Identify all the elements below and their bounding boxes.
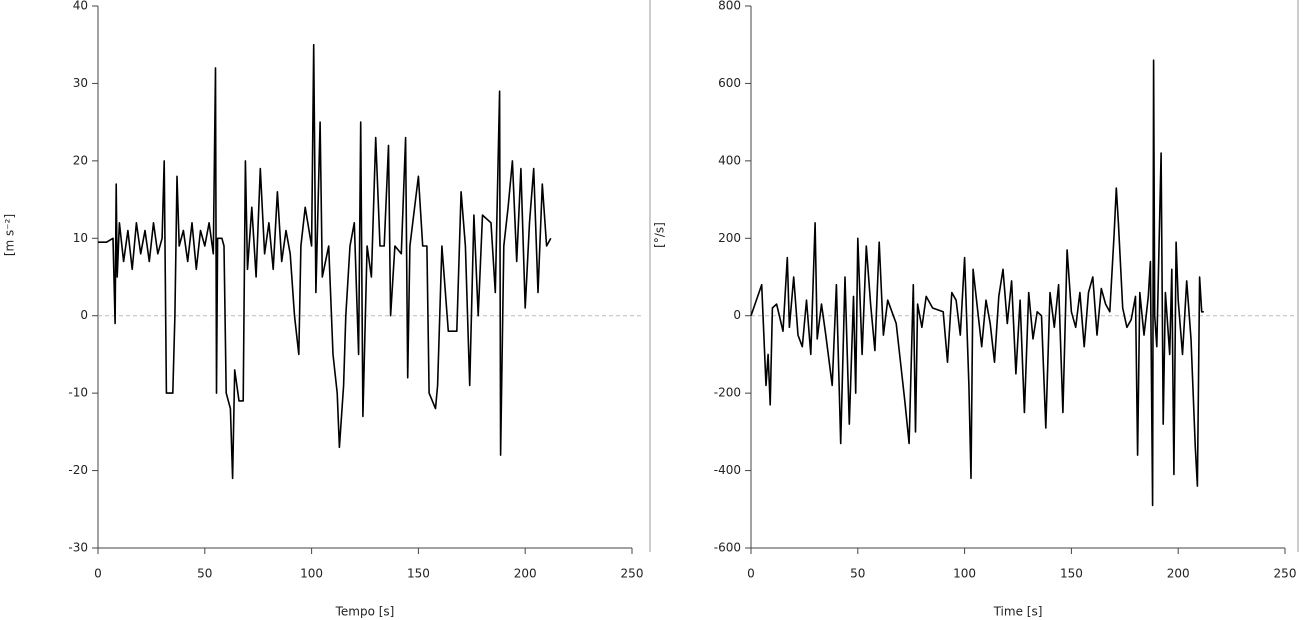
data-line xyxy=(98,43,552,480)
y-axis-label: [m s⁻²] xyxy=(3,214,17,256)
x-tick-label: 150 xyxy=(1060,567,1083,581)
x-tick-label: 200 xyxy=(1167,567,1190,581)
x-axis-label: Time [s] xyxy=(993,605,1043,619)
y-tick-label: 800 xyxy=(718,0,741,13)
x-tick-label: 50 xyxy=(850,567,865,581)
y-tick-label: 10 xyxy=(73,231,88,245)
y-tick-label: 200 xyxy=(718,231,741,245)
y-tick-label: -400 xyxy=(714,463,741,477)
x-tick-label: 150 xyxy=(407,567,430,581)
y-tick-label: 600 xyxy=(718,76,741,90)
x-tick-label: 250 xyxy=(1274,567,1297,581)
y-tick-label: -30 xyxy=(68,541,88,555)
y-tick-label: 40 xyxy=(73,0,88,13)
x-tick-label: 50 xyxy=(197,567,212,581)
y-tick-label: 0 xyxy=(733,308,741,322)
y-tick-label: -20 xyxy=(68,463,88,477)
y-tick-label: 20 xyxy=(73,153,88,167)
y-tick-label: 400 xyxy=(718,153,741,167)
data-line xyxy=(750,59,1204,507)
y-tick-label: -10 xyxy=(68,386,88,400)
y-tick-label: 30 xyxy=(73,76,88,90)
y-tick-label: -600 xyxy=(714,541,741,555)
x-tick-label: 0 xyxy=(747,567,755,581)
x-tick-label: 100 xyxy=(300,567,323,581)
y-axis-label: [°/s] xyxy=(653,222,667,248)
y-tick-label: 0 xyxy=(80,308,88,322)
x-tick-label: 100 xyxy=(953,567,976,581)
x-axis-label: Tempo [s] xyxy=(335,605,395,619)
x-tick-label: 0 xyxy=(94,567,102,581)
x-tick-label: 200 xyxy=(514,567,537,581)
x-tick-label: 250 xyxy=(621,567,644,581)
y-tick-label: -200 xyxy=(714,386,741,400)
